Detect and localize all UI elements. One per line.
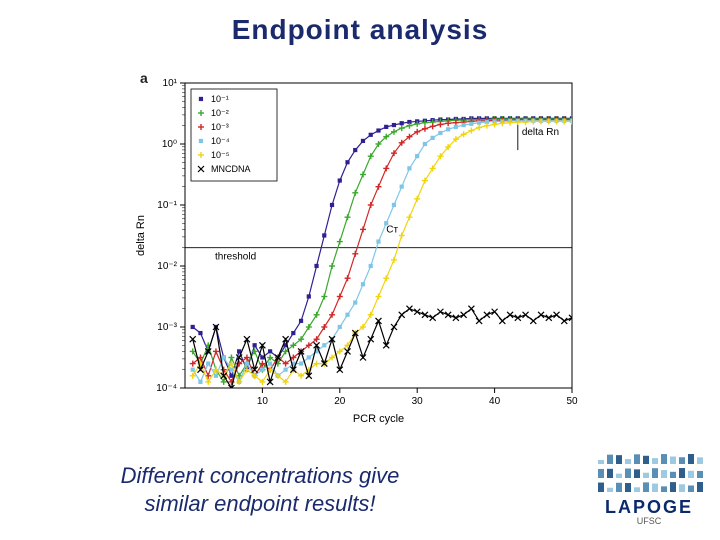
svg-text:10⁻³: 10⁻³ xyxy=(211,122,229,132)
svg-text:40: 40 xyxy=(489,396,501,407)
svg-text:PCR cycle: PCR cycle xyxy=(353,413,404,425)
lab-logo: LAPOGE UFSC xyxy=(594,448,704,526)
svg-text:10: 10 xyxy=(257,396,269,407)
pcr-chart: 10 20 30 40 50 10⁻⁴ 10⁻³ 10⁻² 10⁻¹ 10⁰ 10¹ PCR cycl… xyxy=(130,68,590,430)
svg-text:10⁻¹: 10⁻¹ xyxy=(211,94,229,104)
svg-text:10⁻²: 10⁻² xyxy=(157,261,177,272)
svg-text:10⁻¹: 10⁻¹ xyxy=(157,200,177,211)
svg-text:10⁻²: 10⁻² xyxy=(211,108,229,118)
svg-text:Cᴛ: Cᴛ xyxy=(386,224,398,235)
svg-text:10⁻⁴: 10⁻⁴ xyxy=(156,383,177,394)
svg-text:10⁻³: 10⁻³ xyxy=(157,322,177,333)
caption: Different concentrations give similar en… xyxy=(50,462,470,518)
svg-text:20: 20 xyxy=(334,396,346,407)
slide-title: Endpoint analysis xyxy=(0,14,720,46)
svg-text:MNCDNA: MNCDNA xyxy=(211,164,251,174)
caption-line2: similar endpoint results! xyxy=(144,491,375,516)
svg-text:10⁻⁵: 10⁻⁵ xyxy=(211,150,230,160)
svg-text:50: 50 xyxy=(566,396,578,407)
svg-text:10¹: 10¹ xyxy=(163,78,178,89)
logo-text: LAPOGE xyxy=(594,497,704,518)
caption-line1: Different concentrations give xyxy=(121,463,400,488)
svg-text:30: 30 xyxy=(412,396,424,407)
svg-text:10⁻⁴: 10⁻⁴ xyxy=(211,136,230,146)
svg-text:threshold: threshold xyxy=(215,252,256,263)
svg-text:delta Rn: delta Rn xyxy=(135,215,147,256)
svg-text:delta Rn: delta Rn xyxy=(522,127,559,138)
svg-text:10⁰: 10⁰ xyxy=(162,139,177,150)
